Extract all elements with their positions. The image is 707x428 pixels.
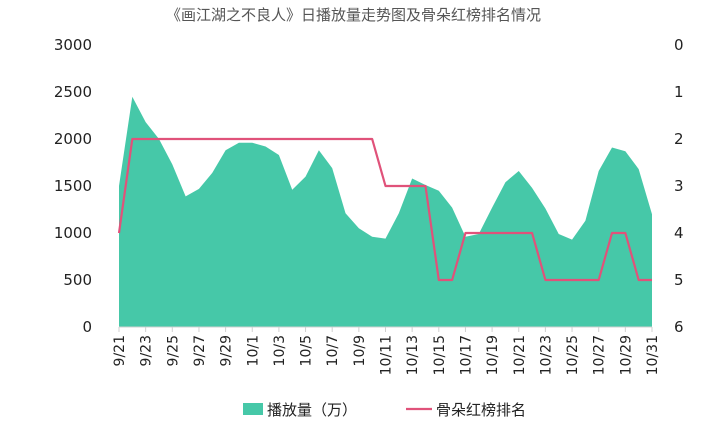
x-tick-label: 10/27 (592, 335, 608, 375)
x-tick-label: 10/13 (405, 335, 421, 375)
x-tick-label: 10/7 (325, 335, 341, 366)
left-tick-label: 3000 (54, 36, 92, 54)
right-tick-label: 6 (674, 318, 684, 336)
x-tick-label: 10/11 (379, 335, 395, 375)
right-tick-label: 0 (674, 36, 684, 54)
x-tick-label: 10/31 (645, 335, 661, 375)
area-layer (119, 96, 652, 327)
x-tick-label: 10/21 (512, 335, 528, 375)
x-tick-label: 9/23 (139, 335, 155, 366)
right-tick-label: 1 (674, 83, 684, 101)
x-tick-label: 10/5 (299, 335, 315, 366)
right-tick-label: 5 (674, 271, 684, 289)
x-tick-label: 10/15 (432, 335, 448, 375)
left-tick-label: 0 (82, 318, 92, 336)
x-tick-label: 10/3 (272, 335, 288, 366)
legend: 播放量（万） 骨朵红榜排名 (243, 401, 526, 419)
x-tick-label: 10/9 (352, 335, 368, 366)
series-area-views (119, 96, 652, 327)
left-tick-label: 1500 (54, 177, 92, 195)
x-tick-label: 10/29 (618, 335, 634, 375)
x-tick-label: 9/25 (165, 335, 181, 366)
x-tick-label: 10/1 (245, 335, 261, 366)
x-tick-label: 10/25 (565, 335, 581, 375)
left-tick-label: 500 (63, 271, 92, 289)
x-tick-label: 9/29 (219, 335, 235, 366)
x-tick-label: 10/19 (485, 335, 501, 375)
legend-swatch-views (243, 403, 263, 415)
legend-label-rank: 骨朵红榜排名 (436, 401, 526, 419)
left-tick-label: 2000 (54, 130, 92, 148)
left-tick-label: 1000 (54, 224, 92, 242)
right-tick-label: 4 (674, 224, 684, 242)
series-line-rank (117, 137, 652, 282)
x-tick-label: 9/27 (192, 335, 208, 366)
line-layer (117, 137, 652, 282)
right-tick-label: 2 (674, 130, 684, 148)
x-tick-label: 10/17 (458, 335, 474, 375)
chart-title: 《画江湖之不良人》日播放量走势图及骨朵红榜排名情况 (165, 6, 541, 24)
x-tick-label: 10/23 (538, 335, 554, 375)
x-tick-label: 9/21 (112, 335, 128, 366)
legend-label-views: 播放量（万） (267, 401, 357, 419)
left-tick-label: 2500 (54, 83, 92, 101)
axes-layer: 0 500 1000 1500 2000 2500 3000 0 1 2 3 4 5 6 9/21 9/23 9… (54, 36, 684, 375)
right-tick-label: 3 (674, 177, 684, 195)
